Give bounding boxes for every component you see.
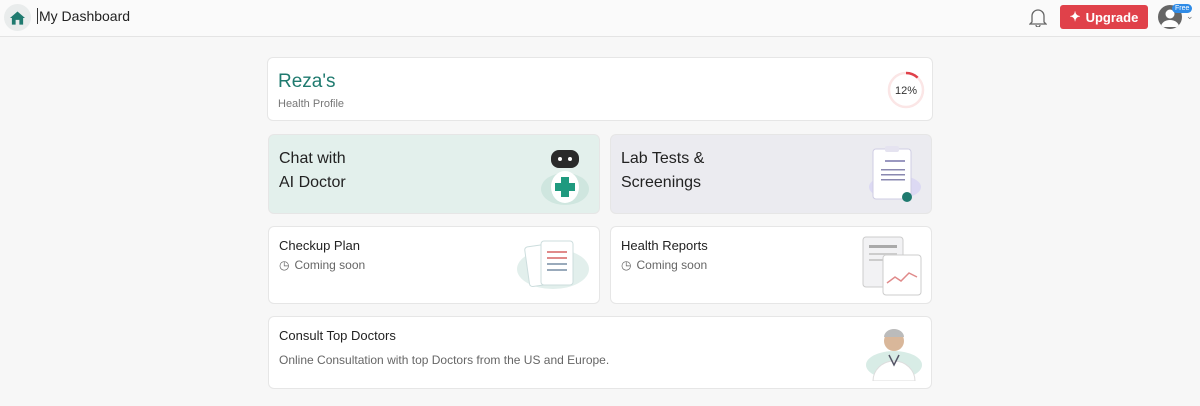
upgrade-button[interactable]: ✦ Upgrade bbox=[1060, 5, 1148, 29]
clock-icon: ◷ bbox=[621, 258, 632, 272]
checkup-plan-card[interactable]: Checkup Plan ◷ Coming soon bbox=[268, 226, 600, 304]
robot-doctor-icon bbox=[541, 150, 589, 205]
card-title-line: Chat with bbox=[279, 150, 346, 167]
bell-icon[interactable] bbox=[1029, 7, 1047, 27]
card-title-line: Screenings bbox=[621, 174, 702, 191]
plan-badge: Free bbox=[1172, 4, 1193, 13]
card-title-line: Lab Tests & bbox=[621, 150, 705, 167]
clock-icon: ◷ bbox=[279, 258, 290, 272]
profile-name: Reza's bbox=[278, 71, 336, 92]
completion-label: 12% bbox=[895, 85, 917, 97]
card-title-line: AI Doctor bbox=[279, 174, 346, 191]
home-icon bbox=[10, 10, 25, 25]
page-title: My Dashboard bbox=[37, 8, 131, 24]
card-title: Health Reports bbox=[621, 238, 708, 253]
health-reports-card[interactable]: Health Reports ◷ Coming soon bbox=[610, 226, 932, 304]
lab-tests-card[interactable]: Lab Tests & Screenings bbox=[610, 134, 932, 214]
health-profile-card[interactable]: Reza's Health Profile 12% bbox=[267, 57, 933, 121]
card-title: Checkup Plan bbox=[279, 238, 360, 253]
card-title: Consult Top Doctors bbox=[279, 328, 396, 343]
report-icon bbox=[862, 236, 922, 296]
clipboard-icon bbox=[869, 146, 921, 202]
home-button[interactable] bbox=[4, 4, 31, 31]
chevron-down-icon[interactable]: ⌄ bbox=[1186, 11, 1194, 21]
top-bar: My Dashboard ✦ Upgrade Free ⌄ bbox=[0, 0, 1200, 37]
card-subtitle: Online Consultation with top Doctors fro… bbox=[279, 353, 610, 367]
user-icon bbox=[1161, 9, 1179, 27]
chat-ai-doctor-card[interactable]: Chat with AI Doctor bbox=[268, 134, 600, 214]
status-text: Coming soon bbox=[636, 258, 708, 272]
sparkle-icon: ✦ bbox=[1069, 9, 1081, 24]
status-text: Coming soon bbox=[294, 258, 366, 272]
profile-subtitle: Health Profile bbox=[278, 98, 345, 110]
completion-ring: 12% bbox=[887, 71, 925, 109]
doctor-photo bbox=[866, 329, 922, 381]
consult-top-doctors-card[interactable]: Consult Top Doctors Online Consultation … bbox=[268, 316, 932, 389]
checklist-icon bbox=[517, 240, 589, 289]
